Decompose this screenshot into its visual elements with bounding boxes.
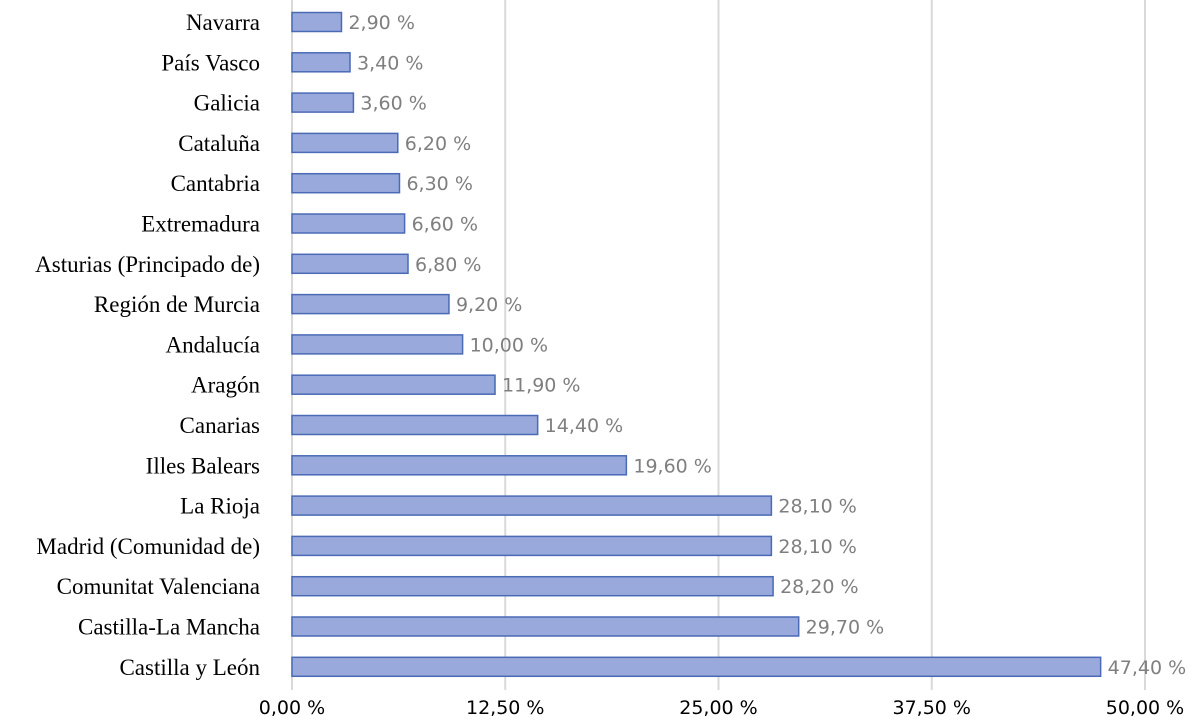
data-label: 6,30 % bbox=[406, 173, 472, 195]
category-label: Canarias bbox=[180, 413, 261, 438]
x-tick-label: 37,50 % bbox=[893, 697, 972, 719]
bar bbox=[291, 52, 351, 73]
data-label: 6,20 % bbox=[405, 133, 471, 155]
bar bbox=[291, 374, 496, 395]
category-label: Cataluña bbox=[178, 131, 260, 156]
data-label: 9,20 % bbox=[456, 294, 522, 316]
bar bbox=[291, 213, 406, 234]
data-label: 28,10 % bbox=[778, 536, 857, 558]
category-label: Aragón bbox=[191, 373, 260, 398]
x-tick-label: 50,00 % bbox=[1106, 697, 1185, 719]
bar bbox=[291, 455, 628, 476]
data-label: 6,60 % bbox=[412, 214, 478, 236]
category-label: Extremadura bbox=[141, 212, 260, 237]
category-label: Región de Murcia bbox=[94, 292, 260, 317]
category-label: Andalucía bbox=[165, 332, 260, 357]
x-tick-label: 12,50 % bbox=[466, 697, 545, 719]
category-label: Asturias (Principado de) bbox=[35, 252, 260, 277]
data-label: 47,40 % bbox=[1108, 657, 1187, 679]
data-label: 3,40 % bbox=[357, 52, 423, 74]
data-label: 19,60 % bbox=[633, 455, 712, 477]
bar bbox=[291, 616, 800, 637]
category-label: Comunitat Valenciana bbox=[57, 574, 260, 599]
data-label: 11,90 % bbox=[502, 375, 581, 397]
data-label: 28,20 % bbox=[780, 576, 859, 598]
bar bbox=[291, 414, 539, 436]
category-label: Navarra bbox=[186, 10, 260, 35]
data-label: 28,10 % bbox=[778, 496, 857, 518]
category-label: Castilla-La Mancha bbox=[78, 615, 260, 640]
data-label: 29,70 % bbox=[806, 617, 885, 639]
x-tick-label: 0,00 % bbox=[259, 697, 325, 719]
bar bbox=[291, 334, 464, 355]
data-label: 14,40 % bbox=[545, 415, 624, 437]
category-label: La Rioja bbox=[180, 494, 260, 519]
x-axis-ticks: 0,00 % 12,50 % 25,00 % 37,50 % 50,00 % bbox=[259, 697, 1184, 719]
bar bbox=[291, 293, 450, 315]
category-label: Madrid (Comunidad de) bbox=[36, 534, 260, 559]
data-label: 3,60 % bbox=[360, 93, 426, 115]
bar bbox=[291, 92, 355, 113]
bars bbox=[291, 11, 1102, 678]
bar bbox=[291, 656, 1102, 678]
category-label: Castilla y León bbox=[119, 655, 260, 680]
data-label: 6,80 % bbox=[415, 254, 481, 276]
value-labels: 2,90 % 3,40 % 3,60 % 6,20 % 6,30 % 6,60 % 6,80… bbox=[348, 12, 1186, 679]
bar bbox=[291, 132, 399, 154]
bar bbox=[291, 495, 773, 516]
bar bbox=[291, 575, 774, 597]
bar bbox=[291, 11, 343, 33]
bar bbox=[291, 535, 773, 557]
data-label: 2,90 % bbox=[348, 12, 414, 34]
x-tick-label: 25,00 % bbox=[679, 697, 758, 719]
category-label: Cantabria bbox=[171, 171, 260, 196]
category-label: País Vasco bbox=[161, 50, 260, 75]
data-label: 10,00 % bbox=[470, 334, 548, 356]
category-label: Illes Balears bbox=[146, 453, 260, 478]
bar bbox=[291, 172, 401, 194]
bar bbox=[291, 253, 409, 275]
category-label: Galicia bbox=[194, 91, 260, 116]
category-labels: Navarra País Vasco Galicia Cataluña Cantabri… bbox=[35, 10, 260, 680]
